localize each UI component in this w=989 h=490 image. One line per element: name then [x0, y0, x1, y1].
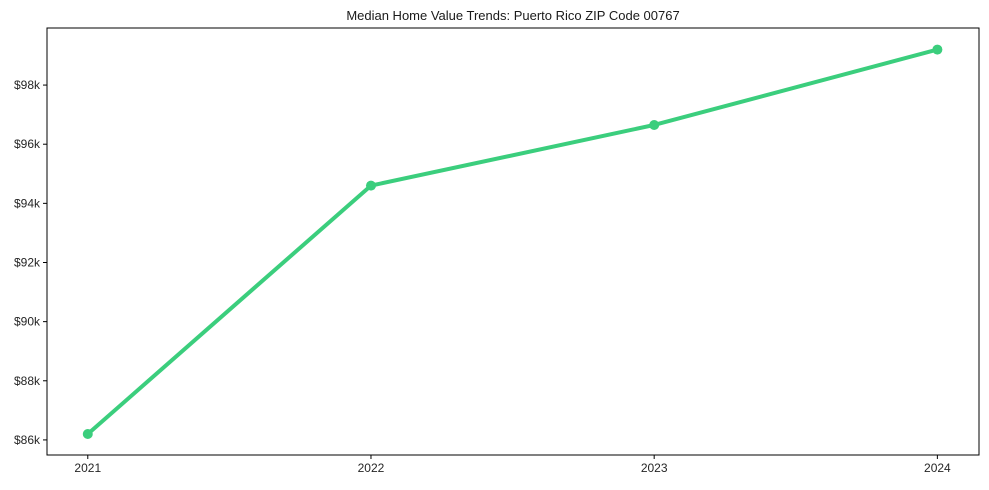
data-point-2022 — [365, 180, 376, 191]
x-tick-label: 2022 — [358, 461, 385, 475]
data-point-2021 — [82, 429, 93, 440]
y-tick-label: $98k — [14, 78, 41, 92]
y-tick-label: $92k — [14, 255, 41, 269]
trend-line — [85, 47, 940, 437]
plot-area: $86k $88k $90k $92k $94k $96k $98k 2021 2022 2023… — [14, 27, 980, 475]
x-tick-label: 2024 — [924, 461, 951, 475]
y-tick-label: $90k — [14, 315, 41, 329]
chart-title: Median Home Value Trends: Puerto Rico ZI… — [346, 8, 679, 23]
plot-border — [46, 27, 980, 456]
data-point-2024 — [932, 44, 943, 55]
y-tick-label: $96k — [14, 137, 41, 151]
x-tick-label: 2021 — [74, 461, 101, 475]
y-tick-label: $94k — [14, 196, 41, 210]
x-tick-label: 2023 — [641, 461, 668, 475]
data-point-2023 — [649, 119, 660, 130]
y-tick-label: $88k — [14, 374, 41, 388]
y-tick-label: $86k — [14, 433, 41, 447]
